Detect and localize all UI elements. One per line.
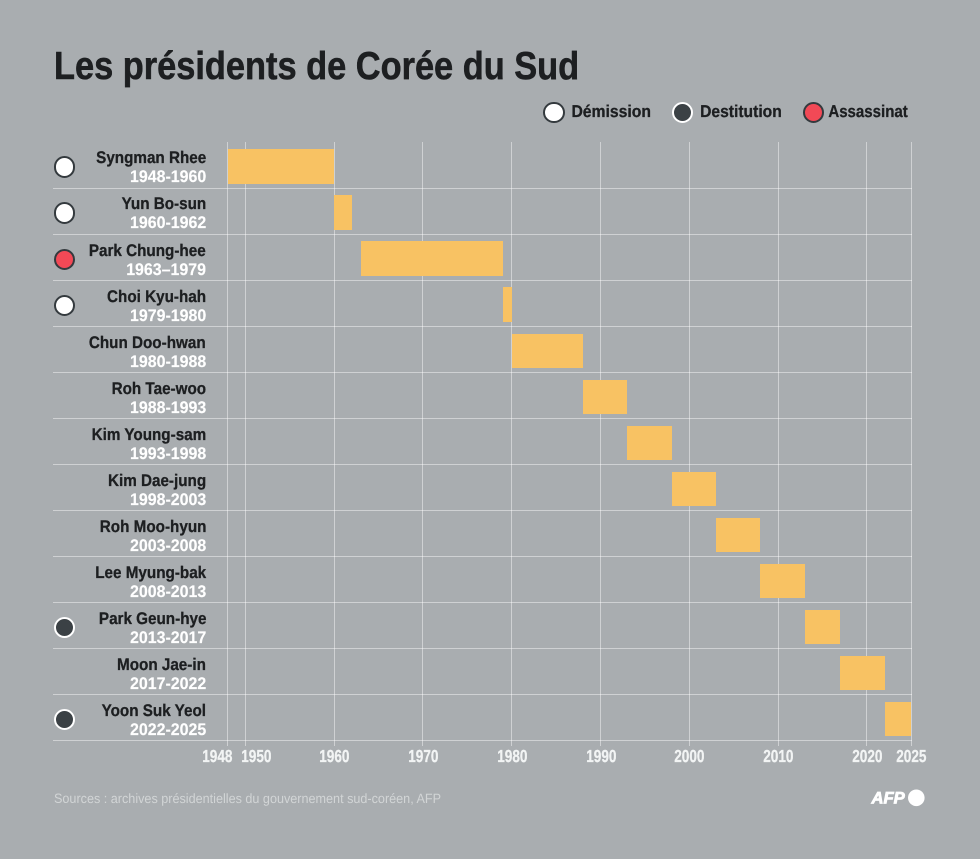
svg-text:AFP: AFP bbox=[870, 788, 905, 807]
